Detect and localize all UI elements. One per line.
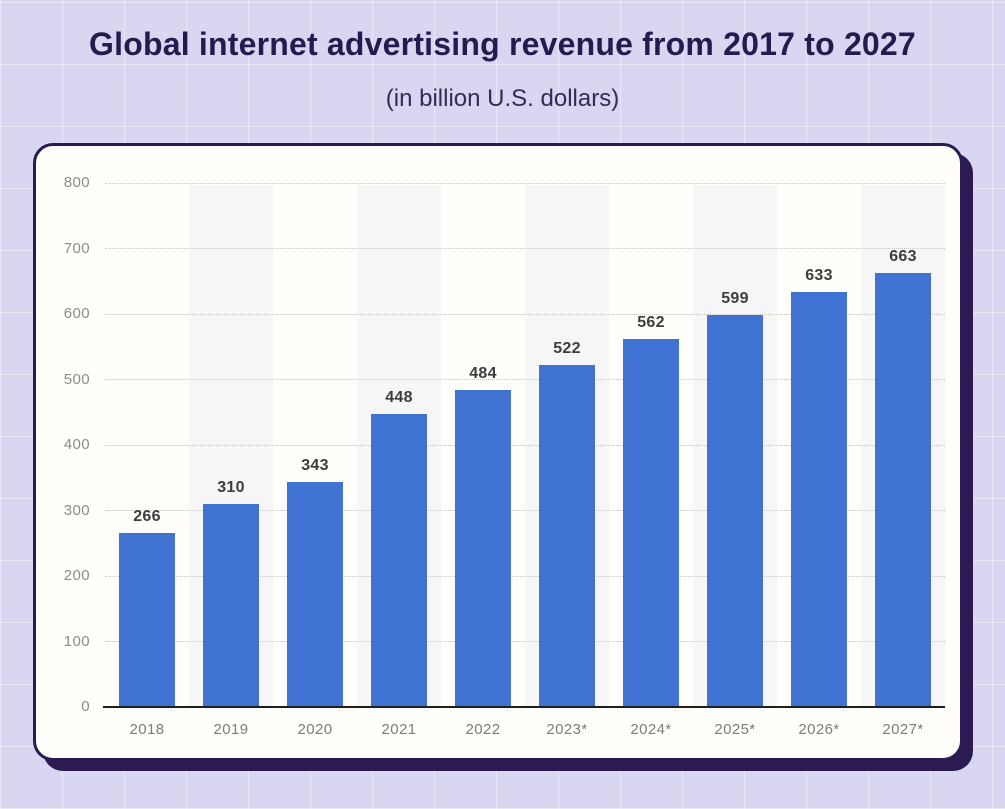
y-gridline <box>105 575 945 577</box>
y-gridline <box>105 641 945 642</box>
x-tick-label: 2019 <box>213 721 249 738</box>
x-tick-label: 2018 <box>129 721 165 738</box>
y-tick-label: 300 <box>63 501 90 519</box>
bar-value-label: 484 <box>469 364 497 382</box>
y-tick-label: 0 <box>81 698 90 715</box>
bar-value-label: 562 <box>637 313 665 331</box>
y-gridline <box>105 444 945 446</box>
x-tick-label: 2026* <box>798 721 840 738</box>
bar <box>287 482 343 707</box>
chart-title: Global internet advertising revenue from… <box>89 26 916 62</box>
x-tick-label: 2025* <box>714 721 756 738</box>
x-tick-label: 2027* <box>882 721 924 738</box>
y-gridline <box>105 379 945 380</box>
bar-value-label: 310 <box>217 478 245 496</box>
bar <box>203 503 259 707</box>
x-axis-line <box>103 706 945 708</box>
bar <box>119 532 175 707</box>
y-gridline <box>105 182 945 184</box>
y-tick-label: 600 <box>63 305 90 322</box>
y-gridline <box>105 510 945 511</box>
y-tick-label: 400 <box>63 436 90 453</box>
bar-value-label: 343 <box>301 457 329 475</box>
x-tick-label: 2022 <box>465 721 501 738</box>
y-tick-label: 800 <box>63 174 90 191</box>
bar <box>539 365 595 707</box>
chart-subtitle: (in billion U.S. dollars) <box>385 85 620 112</box>
bar-value-label: 633 <box>805 267 833 285</box>
bar-value-label: 599 <box>721 289 749 307</box>
bar <box>707 314 763 707</box>
y-tick-label: 500 <box>63 370 90 388</box>
x-tick-label: 2020 <box>297 721 333 738</box>
chart-header: Global internet advertising revenue from… <box>0 26 1005 114</box>
y-gridline <box>105 313 945 315</box>
bar-value-label: 522 <box>553 340 581 358</box>
bar <box>371 413 427 707</box>
bar <box>875 272 931 707</box>
x-tick-label: 2024* <box>630 721 672 738</box>
bar <box>791 292 847 707</box>
x-tick-label: 2023* <box>546 721 588 738</box>
chart-card: 0 100 200 300 400 500 600 700 800 266 2018 310 2019 3… <box>33 143 963 761</box>
bar-value-label: 266 <box>133 507 161 525</box>
x-tick-label: 2021 <box>381 721 417 738</box>
bar <box>455 389 511 707</box>
bar-value-label: 663 <box>889 247 917 265</box>
plot-area: 0 100 200 300 400 500 600 700 800 266 2018 310 2019 3… <box>36 146 960 758</box>
y-gridline <box>105 248 945 249</box>
y-tick-label: 200 <box>63 567 90 584</box>
y-tick-label: 100 <box>63 632 90 650</box>
bar <box>623 338 679 707</box>
bar-value-label: 448 <box>385 388 413 406</box>
y-tick-label: 700 <box>63 239 90 257</box>
